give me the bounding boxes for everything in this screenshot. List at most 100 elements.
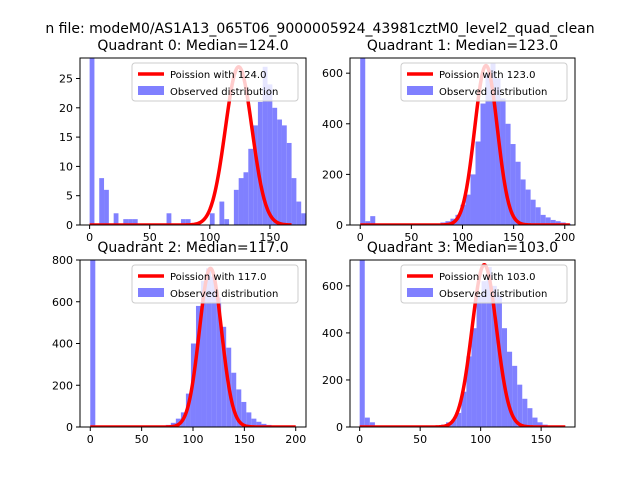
histogram-bar [471, 328, 477, 427]
subplot-title: Quadrant 2: Median=117.0 [97, 240, 288, 256]
histogram-bar [236, 389, 242, 427]
histogram-bar [540, 214, 546, 225]
histogram-bar [291, 178, 297, 225]
y-tick-label: 0 [66, 421, 73, 434]
subplot-quadrant-2: 0 50 100 150 200 0 200 400 600 800 Quadrant 2: Med… [52, 240, 307, 446]
y-tick-label: 400 [52, 338, 73, 351]
legend-label-observed: Observed distribution [170, 289, 278, 300]
subplot-grid: 0 50 100 150 0 5 10 15 20 25 Quadrant 0: Median=12… [52, 38, 576, 446]
histogram-bar [286, 142, 292, 225]
x-tick-label: 0 [86, 231, 93, 244]
histogram-bar [201, 280, 207, 427]
histogram-bar [525, 189, 531, 225]
histogram-bar [505, 123, 511, 225]
histogram-bar [517, 384, 523, 427]
legend-label-poisson: Poission with 103.0 [439, 272, 535, 283]
legend: Poission with 124.0 Observed distribution [131, 62, 299, 102]
histogram-bar [491, 285, 497, 427]
histogram-bar [277, 119, 282, 225]
legend-swatch-observed [407, 288, 433, 297]
poisson-curve [89, 266, 297, 427]
subplot-title: Quadrant 3: Median=103.0 [367, 240, 558, 256]
axes-frame [79, 57, 307, 226]
y-tick-label: 200 [322, 374, 343, 387]
histogram-bar [364, 417, 370, 427]
histogram-bar [104, 189, 109, 225]
histogram-bar [545, 217, 551, 225]
histogram-bar [128, 219, 133, 225]
histogram-bar [451, 419, 457, 427]
histogram-bar [221, 326, 227, 427]
legend-swatch-observed [138, 86, 164, 95]
histogram-bar [537, 422, 543, 427]
legend: Poission with 117.0 Observed distribution [131, 264, 299, 304]
histogram-bar [123, 219, 129, 225]
y-tick-label: 0 [336, 421, 343, 434]
y-tick-label: 15 [59, 131, 73, 144]
legend: Poission with 103.0 Observed distribution [400, 264, 568, 304]
y-tick-label: 20 [59, 102, 73, 115]
histogram-bar [99, 178, 105, 225]
histogram-bar [281, 125, 287, 225]
legend-label-poisson: Poission with 124.0 [170, 70, 266, 81]
histogram-bar [359, 260, 365, 427]
x-tick-label: 50 [404, 231, 418, 244]
histogram-bar [475, 141, 481, 225]
histogram-bar [180, 219, 186, 225]
legend-swatch-observed [407, 86, 433, 95]
histogram-bar [243, 172, 249, 225]
x-tick-label: 0 [356, 433, 363, 446]
histogram-bar [216, 297, 222, 427]
x-tick-label: 200 [554, 231, 575, 244]
subplot-quadrant-3: 0 50 100 150 0 200 400 600 Quadrant 3: Median=10… [322, 240, 576, 446]
histogram-bar [238, 178, 244, 225]
histogram-bar [555, 221, 561, 225]
histogram-bar [296, 201, 302, 225]
histogram-bar [370, 216, 376, 225]
histogram-bar [195, 305, 202, 427]
histogram-bar [456, 412, 462, 427]
histogram-bar [512, 365, 518, 427]
plot-area [89, 260, 297, 427]
plot-area [358, 58, 572, 225]
legend-box [131, 264, 299, 304]
x-tick-label: 0 [357, 231, 364, 244]
histogram-bar [246, 412, 252, 427]
figure-suptitle: n file: modeM0/AS1A13_065T06_9000005924_… [45, 21, 594, 37]
histogram-bar [206, 268, 212, 427]
histogram-bar [113, 213, 119, 225]
histogram-bar [209, 213, 215, 225]
legend-box [131, 62, 299, 102]
histogram-bar [306, 219, 311, 225]
histogram-bar [251, 418, 257, 427]
y-tick-label: 5 [66, 190, 73, 203]
legend: Poission with 123.0 Observed distribution [400, 62, 568, 102]
histogram-bar [470, 174, 476, 225]
legend-label-observed: Observed distribution [170, 87, 278, 98]
subplot-quadrant-0: 0 50 100 150 0 5 10 15 20 25 Quadrant 0: Median=12… [59, 38, 311, 244]
x-tick-label: 150 [259, 231, 280, 244]
axes-frame [349, 259, 576, 428]
histogram-bar [231, 372, 237, 427]
x-tick-label: 50 [143, 231, 157, 244]
y-tick-label: 400 [322, 327, 343, 340]
y-tick-label: 600 [322, 280, 343, 293]
histogram-bar [461, 391, 467, 427]
legend-swatch-observed [138, 288, 164, 297]
histogram-bar [253, 125, 258, 225]
x-tick-label: 100 [199, 231, 220, 244]
y-tick-label: 25 [59, 73, 73, 86]
plot-area [358, 260, 567, 427]
y-tick-label: 200 [322, 168, 343, 181]
histogram-bar [485, 73, 491, 225]
histogram-bar [89, 58, 95, 225]
histogram-bar [535, 207, 541, 225]
histogram-bar [481, 281, 487, 427]
histogram-bar [490, 63, 496, 225]
histogram-bar [365, 221, 371, 225]
histogram-bar [530, 199, 536, 225]
histogram-bar [267, 84, 273, 225]
histogram-bar [211, 276, 217, 427]
x-tick-label: 50 [135, 433, 149, 446]
histogram-bar [301, 213, 306, 225]
